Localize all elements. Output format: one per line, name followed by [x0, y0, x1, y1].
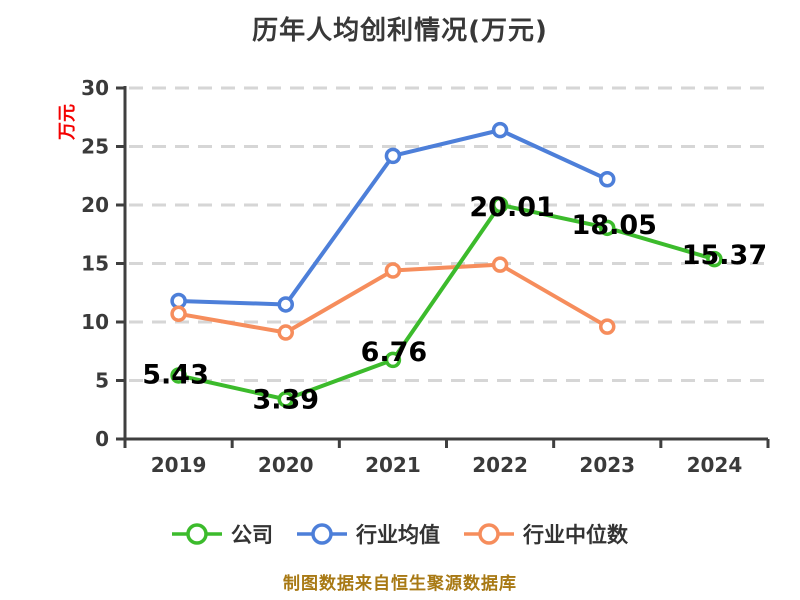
- legend-item-2[interactable]: 行业中位数: [464, 519, 628, 549]
- data-point-label: 3.39: [252, 384, 319, 415]
- chart-title: 历年人均创利情况(万元): [252, 16, 548, 46]
- footer-note: 制图数据来自恒生聚源数据库: [283, 574, 517, 594]
- plot-area: 0 5 10 15 20 25 30 2019 2020 2021 2022 2023 2024 5.43…: [81, 76, 770, 477]
- data-point: [384, 147, 402, 165]
- legend-item-1[interactable]: 行业均值: [297, 519, 440, 549]
- data-point: [170, 305, 187, 323]
- legend-marker-icon: [297, 523, 347, 545]
- legend-item-label: 行业中位数: [523, 523, 628, 547]
- data-point: [491, 256, 509, 273]
- legend-item-label: 公司: [231, 523, 273, 547]
- legend-item-label: 行业均值: [356, 523, 440, 547]
- data-point-label: 5.43: [142, 359, 209, 390]
- x-tick-label: 2022: [472, 453, 528, 477]
- legend-marker-icon: [172, 523, 222, 545]
- legend: 公司 行业均值 行业中位数: [0, 519, 800, 549]
- y-tick-label: 0: [95, 427, 109, 451]
- legend-circle: [311, 523, 333, 545]
- x-tick-label: 2021: [365, 453, 421, 477]
- data-point: [384, 351, 402, 369]
- y-tick-label: 30: [81, 76, 109, 100]
- data-point: [599, 171, 616, 188]
- data-point: [277, 391, 294, 408]
- data-point: [170, 292, 187, 310]
- x-tick-label: 2024: [687, 453, 743, 477]
- data-point-label: 6.76: [361, 337, 428, 368]
- legend-circle: [478, 523, 500, 545]
- data-point-label: 20.01: [469, 192, 554, 223]
- y-tick-label: 10: [81, 310, 109, 334]
- data-point: [491, 196, 509, 214]
- data-point-label: 15.37: [682, 240, 767, 271]
- series-line-0: [176, 202, 717, 402]
- x-tick-label: 2019: [151, 453, 207, 477]
- data-point: [491, 121, 509, 139]
- data-point-label: 18.05: [572, 210, 657, 241]
- x-tick-label: 2023: [579, 453, 635, 477]
- x-tick-label: 2020: [258, 453, 314, 477]
- data-point: [170, 367, 187, 384]
- y-tick-label: 25: [81, 135, 109, 159]
- legend-circle: [186, 523, 208, 545]
- legend-item-0[interactable]: 公司: [172, 519, 273, 549]
- y-tick-label: 20: [81, 193, 109, 217]
- data-point: [599, 219, 616, 237]
- legend-marker-icon: [464, 523, 514, 545]
- y-tick-label: 15: [81, 252, 109, 276]
- data-point: [384, 262, 402, 279]
- data-point: [277, 296, 294, 313]
- data-point: [277, 324, 294, 341]
- data-point: [706, 250, 723, 268]
- data-point: [599, 318, 616, 335]
- y-tick-label: 5: [95, 369, 109, 393]
